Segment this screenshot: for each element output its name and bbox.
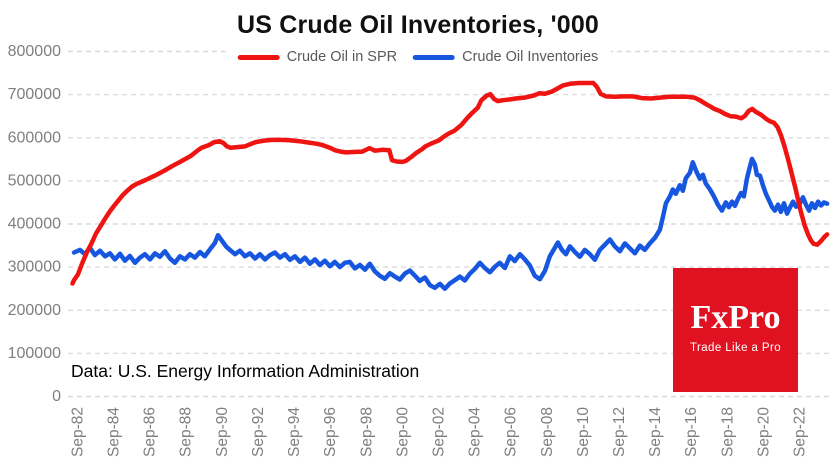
legend-label-spr: Crude Oil in SPR bbox=[286, 49, 398, 65]
legend-item-spr: Crude Oil in SPR bbox=[237, 49, 398, 65]
x-axis-tick-label: Sep-16 bbox=[683, 407, 700, 457]
x-axis-tick-label: Sep-20 bbox=[755, 407, 772, 457]
x-axis-tick-label: Sep-06 bbox=[503, 407, 520, 457]
y-axis-tick-label: 700000 bbox=[8, 86, 61, 103]
chart-legend: Crude Oil in SPR Crude Oil Inventories bbox=[225, 45, 611, 69]
x-axis-tick-label: Sep-90 bbox=[214, 407, 231, 457]
y-axis-tick-label: 600000 bbox=[8, 129, 61, 146]
spr-line-swatch bbox=[237, 54, 280, 60]
x-axis-tick-label: Sep-82 bbox=[69, 407, 86, 457]
x-axis-tick-label: Sep-92 bbox=[250, 407, 267, 457]
x-axis-tick-label: Sep-94 bbox=[286, 407, 303, 457]
x-axis-tick-label: Sep-00 bbox=[394, 407, 411, 457]
x-axis-tick-label: Sep-88 bbox=[178, 407, 195, 457]
data-source-attribution: Data: U.S. Energy Information Administra… bbox=[71, 361, 420, 381]
y-axis-tick-label: 200000 bbox=[8, 302, 61, 319]
chart-title: US Crude Oil Inventories, '000 bbox=[236, 11, 600, 39]
x-axis-tick-label: Sep-98 bbox=[358, 407, 375, 457]
y-axis-tick-label: 100000 bbox=[8, 345, 61, 362]
y-axis-tick-label: 500000 bbox=[8, 172, 61, 189]
legend-label-inventories: Crude Oil Inventories bbox=[462, 49, 599, 65]
series-line-spr bbox=[70, 80, 830, 286]
x-axis-tick-label: Sep-86 bbox=[142, 407, 159, 457]
inventories-line-swatch bbox=[413, 54, 456, 60]
x-axis-tick-label: Sep-10 bbox=[575, 407, 592, 457]
x-axis-tick-label: Sep-02 bbox=[431, 407, 448, 457]
fxpro-logo: FxPro Trade Like a Pro bbox=[673, 268, 798, 392]
fxpro-tagline-text: Trade Like a Pro bbox=[690, 342, 781, 354]
y-axis-tick-label: 800000 bbox=[8, 43, 61, 60]
x-axis-tick-label: Sep-04 bbox=[467, 407, 484, 457]
series-line-inventories bbox=[71, 156, 830, 291]
x-axis-tick-label: Sep-22 bbox=[792, 407, 809, 457]
y-axis-tick-label: 0 bbox=[52, 388, 61, 405]
x-axis-tick-label: Sep-96 bbox=[322, 407, 339, 457]
x-axis-tick-label: Sep-12 bbox=[611, 407, 628, 457]
x-axis-tick-label: Sep-84 bbox=[106, 407, 123, 457]
y-axis-tick-label: 400000 bbox=[8, 216, 61, 233]
x-axis-tick-label: Sep-14 bbox=[647, 407, 664, 457]
fxpro-brand-text: FxPro bbox=[690, 299, 781, 336]
x-axis-tick-label: Sep-18 bbox=[719, 407, 736, 457]
y-axis-tick-label: 300000 bbox=[8, 259, 61, 276]
x-axis-tick-label: Sep-08 bbox=[539, 407, 556, 457]
legend-item-inventories: Crude Oil Inventories bbox=[413, 49, 598, 65]
